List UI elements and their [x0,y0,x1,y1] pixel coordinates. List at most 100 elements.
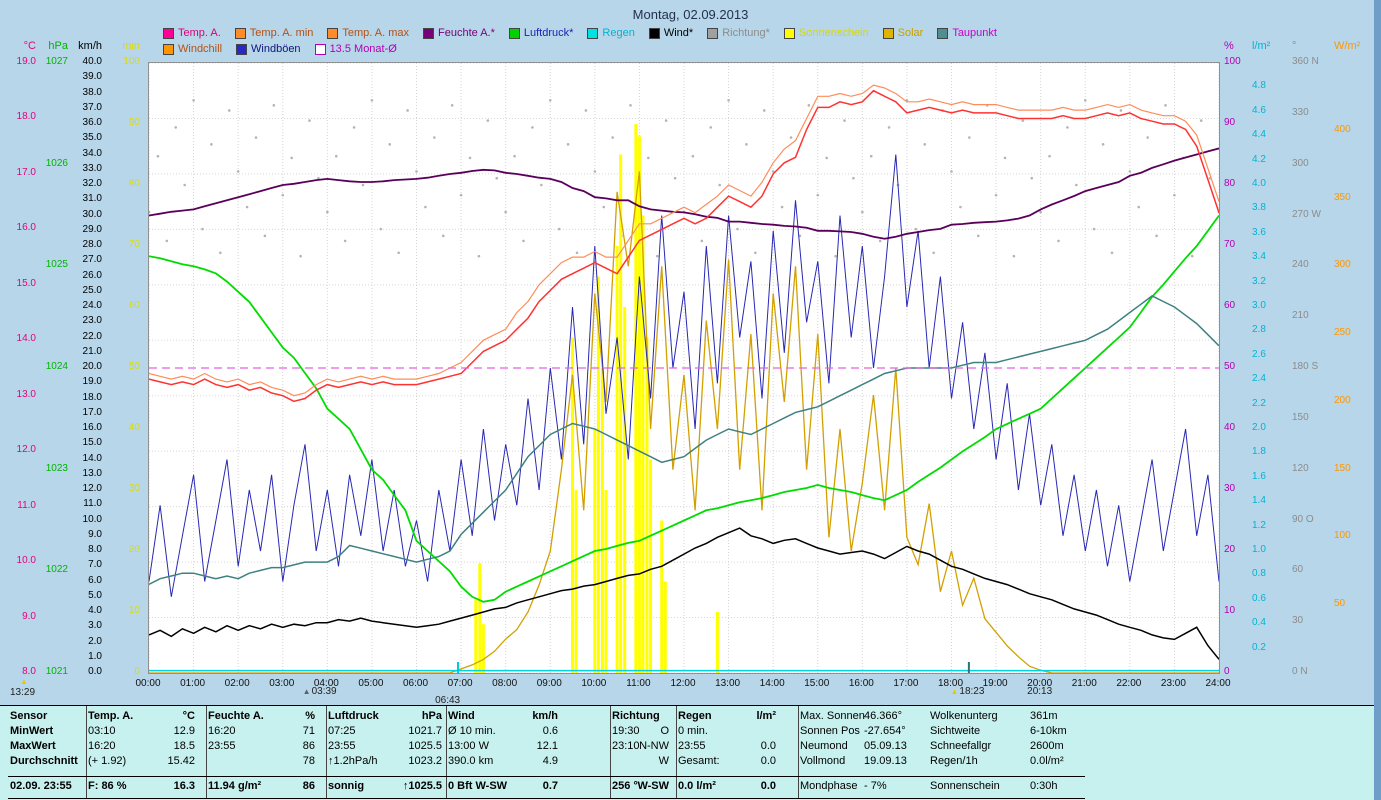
axis-tick-label: 150 [1292,411,1309,423]
x-axis-label: 06:00 [402,678,429,689]
table-cell: 0.0 [760,780,776,792]
table-cell: 78 [302,755,315,767]
axis-tick-label: 100 [1224,56,1241,67]
table-cell: (+ 1.92) [88,755,127,767]
series-Sonnenschein [645,337,649,673]
series-Richtung [1066,126,1069,129]
series-Richtung [406,109,409,112]
series-Wind [149,527,1219,660]
axis-tick-label: 2.0 [1252,422,1266,433]
axis-tick-label: 31.0 [82,193,102,205]
series-Sonnenschein [649,459,653,673]
series-Richtung [584,109,588,112]
axis-tick-label: 30 [1292,615,1304,627]
axis-tick-label: 39.0 [82,71,102,83]
axis-tick-label: 70 [1224,239,1236,250]
table-column-header: Temp. A. [88,710,134,722]
astro-time-label: 03:39 [311,686,337,697]
axis-tick-label: 18.0 [16,111,36,123]
table-cell: W [658,755,669,767]
table-cell: km/h [532,710,558,722]
series-Richtung [281,193,285,197]
table-cell: 0.0 [760,740,776,752]
series-Richtung [415,170,418,173]
table-divider [206,706,207,799]
series-Temp. A. [149,89,1219,403]
series-Richtung [334,154,338,158]
table-cell: 1023.2 [408,755,442,767]
axis-tick-label: 100 [123,56,140,67]
axis-tick-label: 37.0 [82,101,102,113]
table-column-header: Regen [678,710,712,722]
table-divider [610,706,611,799]
axis-unit-label: °C [23,40,36,52]
series-Richtung [727,98,730,102]
axis-tick-label: 300 [1292,157,1309,169]
table-cell: 13:00 W [448,740,489,752]
astro-time-label: 13:29 [10,687,36,698]
axis-tick-label: 330 [1292,106,1309,118]
axis-tick-label: 2.2 [1252,397,1266,409]
axis-tick-label: 17.0 [82,406,102,418]
series-Richtung [1039,210,1042,214]
astro-time-annotation: 06:43 [435,695,460,706]
axis-tick-label: 1024 [45,361,68,372]
table-cell: 71 [302,725,315,737]
x-axis-label: 03:00 [269,678,295,689]
table-cell: Max. Sonnen [800,710,865,722]
table-cell: Sonnen Pos [800,725,860,737]
x-axis-label: 12:00 [670,678,696,689]
series-Richtung [994,193,998,197]
series-Sonnenschein [478,563,482,673]
legend-swatch-icon [508,27,520,39]
table-cell: 4.9 [542,755,558,767]
axis-tick-label: 32.0 [82,178,102,189]
table-cell: Vollmond [800,755,846,767]
legend-swatch-icon [937,27,949,39]
legend-item: Regen [587,27,635,39]
axis-tick-label: 2.4 [1252,373,1266,385]
axis-tick-label: 50 [1334,598,1346,610]
series-Richtung [718,183,721,187]
axis-tick-label: 10.0 [16,555,36,567]
axis-tick-label: 7.0 [88,559,102,571]
axis-tick-label: 180 S [1292,361,1319,372]
table-divider [676,706,677,799]
legend-label: Windböen [251,43,301,55]
legend-item: Temp. A. min [234,27,313,39]
legend-swatch-icon [163,27,174,39]
axis-tick-label: 4.6 [1252,104,1266,116]
legend-swatch-icon [882,27,894,39]
series-Richtung [361,183,365,187]
series-Richtung [1110,251,1114,255]
legend-label: Temp. A. [178,27,221,39]
series-Richtung [780,205,784,209]
x-axis-label: 00:00 [135,678,161,689]
axis-tick-label: 4.0 [1252,178,1266,189]
table-cell: O [660,725,669,737]
series-Richtung [664,119,668,122]
axis-tick-label: 10 [1224,605,1236,616]
series-Richtung [789,136,793,139]
axis-tick-label: 28.0 [82,239,102,250]
series-Richtung [834,254,837,258]
series-Richtung [1190,254,1194,258]
legend-label: Regen [602,27,635,39]
table-cell: 0.0l/m² [1030,755,1064,767]
axis-tick-label: 0.4 [1252,617,1266,629]
series-Luftdruck [149,214,1219,603]
x-axis-label: 19:00 [982,678,1008,689]
chart-plot-area[interactable] [148,62,1220,674]
table-cell: 86 [302,780,315,792]
table-cell: ↑1.2hPa/h [328,755,378,767]
axis-tick-label: 14.0 [82,452,102,464]
table-cell: 19.09.13 [864,755,907,767]
axis-unit-label: ° [1292,40,1297,52]
axis-tick-label: 19.0 [16,56,36,67]
axis-tick-label: 80 [1224,178,1236,189]
axis-tick-label: 1.8 [1252,446,1266,458]
x-axis-label: 04:00 [313,678,339,689]
window-edge [1374,0,1381,800]
series-Richtung [299,254,302,258]
series-Richtung [201,227,204,231]
